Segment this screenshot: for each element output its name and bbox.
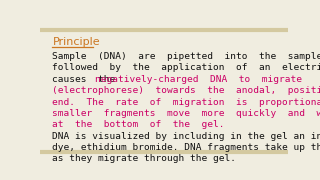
Text: Sample  (DNA)  are  pipetted  into  the  sample  wells,: Sample (DNA) are pipetted into the sampl… — [52, 52, 320, 61]
Text: Principle: Principle — [52, 37, 100, 47]
Text: end.  The  rate  of  migration  is  proportional  to  size:: end. The rate of migration is proportion… — [52, 98, 320, 107]
Text: at  the  bottom  of  the  gel.: at the bottom of the gel. — [52, 120, 225, 129]
Text: followed  by  the  application  of  an  electric  current  which: followed by the application of an electr… — [52, 64, 320, 73]
Text: smaller  fragments  move  more  quickly  and  wind  up: smaller fragments move more quickly and … — [52, 109, 320, 118]
Text: DNA is visualized by including in the gel an intercalating: DNA is visualized by including in the ge… — [52, 132, 320, 141]
Text: causes  the: causes the — [52, 75, 121, 84]
Text: dye, ethidium bromide. DNA fragments take up the dye: dye, ethidium bromide. DNA fragments tak… — [52, 143, 320, 152]
Text: (electrophorese)  towards  the  anodal,  positive  (+ve): (electrophorese) towards the anodal, pos… — [52, 86, 320, 95]
Text: as they migrate through the gel.: as they migrate through the gel. — [52, 154, 236, 163]
Text: negatively-charged  DNA  to  migrate: negatively-charged DNA to migrate — [95, 75, 302, 84]
